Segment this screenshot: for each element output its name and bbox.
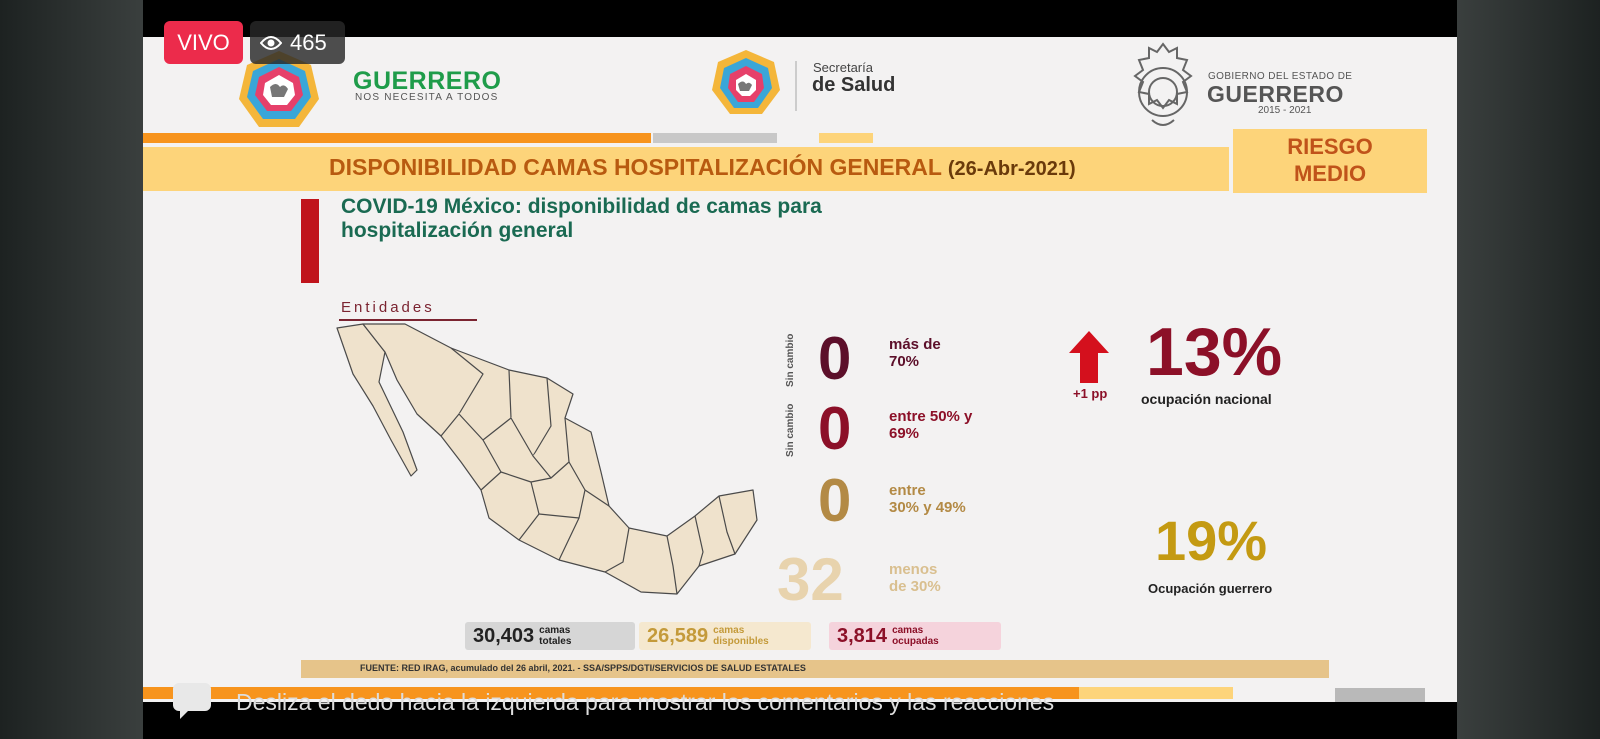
count-50-69: 0 xyxy=(818,395,852,462)
label-under-30-line2: de 30% xyxy=(889,578,941,595)
title-banner xyxy=(143,147,1229,191)
label-under-30-line1: menos xyxy=(889,561,938,578)
live-badge: VIVO xyxy=(164,21,243,64)
total-beds-label-2: totales xyxy=(539,636,572,647)
total-beds-value: 30,403 xyxy=(473,624,535,647)
state-label: Ocupación guerrero xyxy=(1148,581,1273,596)
bottom-stripe-orange xyxy=(143,687,1079,699)
entidades-underline xyxy=(339,319,477,321)
comment-bubble-icon[interactable] xyxy=(172,682,212,720)
available-beds-label-1: camas xyxy=(713,625,745,636)
occupied-beds-label: camas ocupadas xyxy=(892,625,939,647)
occupied-beds-label-1: camas xyxy=(892,625,924,636)
risk-line2: MEDIO xyxy=(1293,161,1367,186)
label-30-49: entre 30% y 49% xyxy=(889,482,966,516)
label-over-70-line1: más de xyxy=(889,336,941,353)
label-30-49-line1: entre xyxy=(889,482,926,499)
total-beds-label-1: camas xyxy=(539,625,571,636)
viewer-count-value: 465 xyxy=(290,29,327,55)
eye-icon xyxy=(260,35,282,50)
gob-subtitle: GOBIERNO DEL ESTADO DE xyxy=(1208,71,1353,82)
state-seal-icon xyxy=(1133,42,1193,126)
presentation-slide: GUERRERO NOS NECESITA A TODOS Secretaría… xyxy=(143,37,1457,702)
occupied-beds-label-2: ocupadas xyxy=(892,636,939,647)
salud-secretaria: Secretaría xyxy=(813,60,873,75)
state-percent: 19% xyxy=(1155,509,1268,572)
occupied-beds-pill: 3,814 camas ocupadas xyxy=(829,622,1001,650)
bottom-stripe-yellow xyxy=(1079,687,1233,699)
label-over-70: más de 70% xyxy=(889,336,941,370)
label-30-49-line2: 30% y 49% xyxy=(889,499,966,516)
slide-title: DISPONIBILIDAD CAMAS HOSPITALIZACIÓN GEN… xyxy=(329,154,1076,181)
section-accent-bar xyxy=(301,199,319,283)
national-change: +1 pp xyxy=(1073,386,1108,401)
top-stripe-gray xyxy=(653,133,777,143)
risk-badge: RIESGO MEDIO xyxy=(1233,129,1427,193)
source-text: FUENTE: RED IRAG, acumulado del 26 abril… xyxy=(360,663,806,673)
available-beds-value: 26,589 xyxy=(647,624,709,647)
count-30-49: 0 xyxy=(818,467,852,534)
label-50-69: entre 50% y 69% xyxy=(889,408,972,442)
risk-line1: RIESGO xyxy=(1287,134,1373,159)
label-50-69-line1: entre 50% y xyxy=(889,408,973,425)
guerrero-logo-icon xyxy=(239,51,319,127)
corner-gray-block xyxy=(1335,688,1425,702)
live-video[interactable]: GUERRERO NOS NECESITA A TODOS Secretaría… xyxy=(143,0,1457,739)
brand-slogan: NOS NECESITA A TODOS xyxy=(355,92,499,103)
logo-divider xyxy=(795,61,797,111)
label-under-30: menos de 30% xyxy=(889,561,941,595)
slide-title-date: (26-Abr-2021) xyxy=(947,158,1076,180)
label-50-69-line2: 69% xyxy=(889,425,920,442)
count-over-70: 0 xyxy=(818,325,852,392)
section-title-line2: hospitalización general xyxy=(341,219,574,242)
left-blur-panel xyxy=(0,0,143,739)
gob-years: 2015 - 2021 xyxy=(1258,105,1312,116)
salud-title: de Salud xyxy=(812,74,896,96)
status-label-2: Sin cambio xyxy=(785,403,796,457)
section-title-line1: COVID-19 México: disponibilidad de camas… xyxy=(341,195,822,218)
arrow-up-icon xyxy=(1069,331,1109,383)
national-percent: 13% xyxy=(1146,314,1283,390)
total-beds-pill: 30,403 camas totales xyxy=(465,622,635,650)
right-blur-panel xyxy=(1457,0,1600,739)
viewer-count: 465 xyxy=(250,21,345,64)
swipe-hint: Desliza el dedo hacia la izquierda para … xyxy=(236,689,1055,715)
national-label: ocupación nacional xyxy=(1141,391,1272,407)
brand-title: GUERRERO xyxy=(353,67,502,95)
gob-title: GUERRERO xyxy=(1207,81,1344,107)
status-label-1: Sin cambio xyxy=(785,333,796,387)
label-over-70-line2: 70% xyxy=(889,353,920,370)
available-beds-label: camas disponibles xyxy=(713,625,769,647)
slide-title-main: DISPONIBILIDAD CAMAS HOSPITALIZACIÓN GEN… xyxy=(329,154,942,180)
mexico-map-icon xyxy=(336,323,758,595)
entidades-label: Entidades xyxy=(341,299,435,316)
salud-logo-icon xyxy=(712,50,780,114)
available-beds-pill: 26,589 camas disponibles xyxy=(639,622,811,650)
available-beds-label-2: disponibles xyxy=(713,636,769,647)
section-title: COVID-19 México: disponibilidad de camas… xyxy=(341,195,961,243)
top-stripe-orange xyxy=(143,133,651,143)
occupied-beds-value: 3,814 xyxy=(837,624,888,647)
source-bar xyxy=(301,660,1329,678)
top-stripe-yellow xyxy=(819,133,873,143)
count-under-30: 32 xyxy=(777,546,844,613)
total-beds-label: camas totales xyxy=(539,625,571,647)
